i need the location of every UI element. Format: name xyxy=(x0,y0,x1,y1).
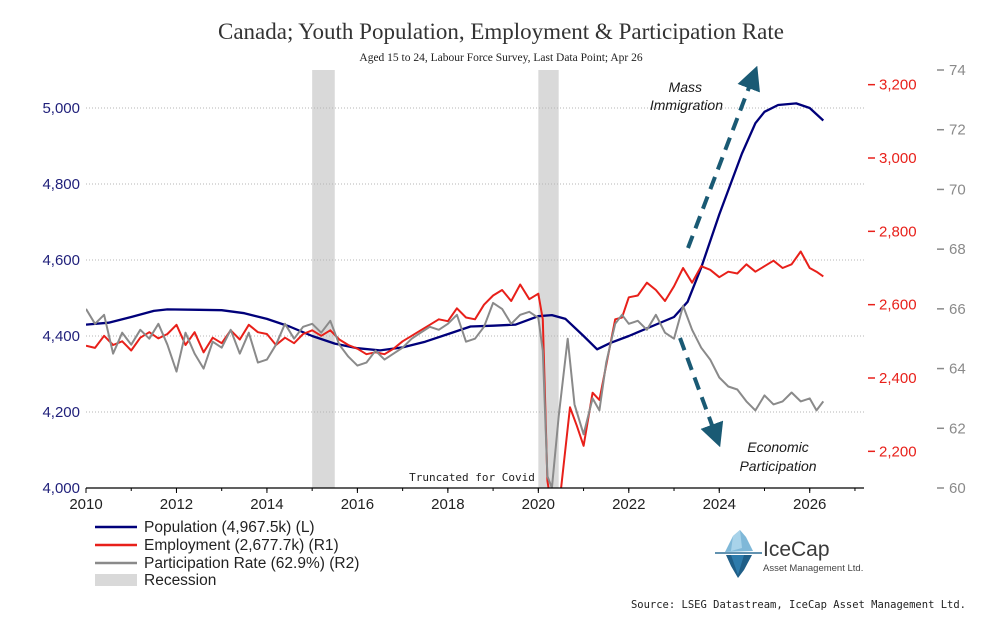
economic-participation-label-line2: Participation xyxy=(739,458,816,474)
left-tick-label-1: 4,200 xyxy=(42,404,80,421)
logo-tagline: Asset Management Ltd. xyxy=(763,563,863,574)
x-tick-label-5: 2020 xyxy=(522,496,555,513)
legend-label-participation: Participation Rate (62.9%) (R2) xyxy=(144,555,359,572)
right2-tick-label-1: 62 xyxy=(949,420,966,437)
truncated-covid-note: Truncated for Covid xyxy=(409,471,535,484)
right2-tick-label-0: 60 xyxy=(949,480,966,497)
mass-immigration-label-line2: Immigration xyxy=(650,97,723,113)
right1-tick-label-1: 2,400 xyxy=(879,370,917,387)
series-line-population xyxy=(86,102,825,352)
right2-tick-label-7: 74 xyxy=(949,62,966,79)
mass-immigration-arrow xyxy=(686,65,760,249)
recession-band-0 xyxy=(312,70,335,488)
right1-tick-label-0: 2,200 xyxy=(879,443,917,460)
source-note: Source: LSEG Datastream, IceCap Asset Ma… xyxy=(631,599,966,611)
x-tick-label-2: 2014 xyxy=(250,496,283,513)
right2-tick-label-3: 66 xyxy=(949,301,966,318)
right2-tick-label-6: 72 xyxy=(949,122,966,139)
right1-tick-label-4: 3,000 xyxy=(879,150,917,167)
x-tick-label-8: 2026 xyxy=(793,496,826,513)
axes: 2010 2012 2014 2016 2018 2020 2022 2024 2026 4,00… xyxy=(42,62,965,513)
left-tick-label-2: 4,400 xyxy=(42,328,80,345)
economic-participation-arrow xyxy=(678,337,724,448)
legend-label-population: Population (4,967.5k) (L) xyxy=(144,519,315,536)
x-tick-label-3: 2016 xyxy=(341,496,374,513)
gridlines xyxy=(86,107,864,413)
series-group xyxy=(86,102,825,488)
chart-subtitle: Aged 15 to 24, Labour Force Survey, Last… xyxy=(359,52,642,64)
x-tick-label-1: 2012 xyxy=(160,496,193,513)
iceberg-icon xyxy=(715,530,762,578)
right2-tick-label-5: 70 xyxy=(949,181,966,198)
mass-immigration-label-line1: Mass xyxy=(669,79,702,95)
legend-label-employment: Employment (2,677.7k) (R1) xyxy=(144,537,339,554)
right1-tick-label-5: 3,200 xyxy=(879,77,917,94)
x-tick-label-4: 2018 xyxy=(431,496,464,513)
right1-tick-label-2: 2,600 xyxy=(879,297,917,314)
left-tick-label-3: 4,600 xyxy=(42,252,80,269)
legend-label-recession: Recession xyxy=(144,572,216,589)
left-tick-label-0: 4,000 xyxy=(42,480,80,497)
icecap-logo: IceCap Asset Management Ltd. xyxy=(715,530,863,578)
logo-name: IceCap xyxy=(763,538,830,561)
annotations: Mass Immigration Economic Participation … xyxy=(409,65,817,484)
series-line-participation-rate xyxy=(86,301,825,488)
right2-tick-label-2: 64 xyxy=(949,361,966,378)
x-tick-label-6: 2022 xyxy=(612,496,645,513)
x-tick-label-7: 2024 xyxy=(703,496,736,513)
economic-participation-label-line1: Economic xyxy=(747,439,808,455)
series-line-employment xyxy=(86,250,824,488)
x-tick-label-0: 2010 xyxy=(69,496,102,513)
right2-tick-label-4: 68 xyxy=(949,241,966,258)
legend-swatch-recession xyxy=(95,574,137,586)
recession-bands xyxy=(312,70,559,488)
right1-tick-label-3: 2,800 xyxy=(879,223,917,240)
legend: Population (4,967.5k) (L) Employment (2,… xyxy=(95,519,359,589)
left-tick-label-5: 5,000 xyxy=(42,100,80,117)
chart-title: Canada; Youth Population, Employment & P… xyxy=(218,19,784,44)
left-tick-label-4: 4,800 xyxy=(42,176,80,193)
recession-band-1 xyxy=(538,70,559,488)
